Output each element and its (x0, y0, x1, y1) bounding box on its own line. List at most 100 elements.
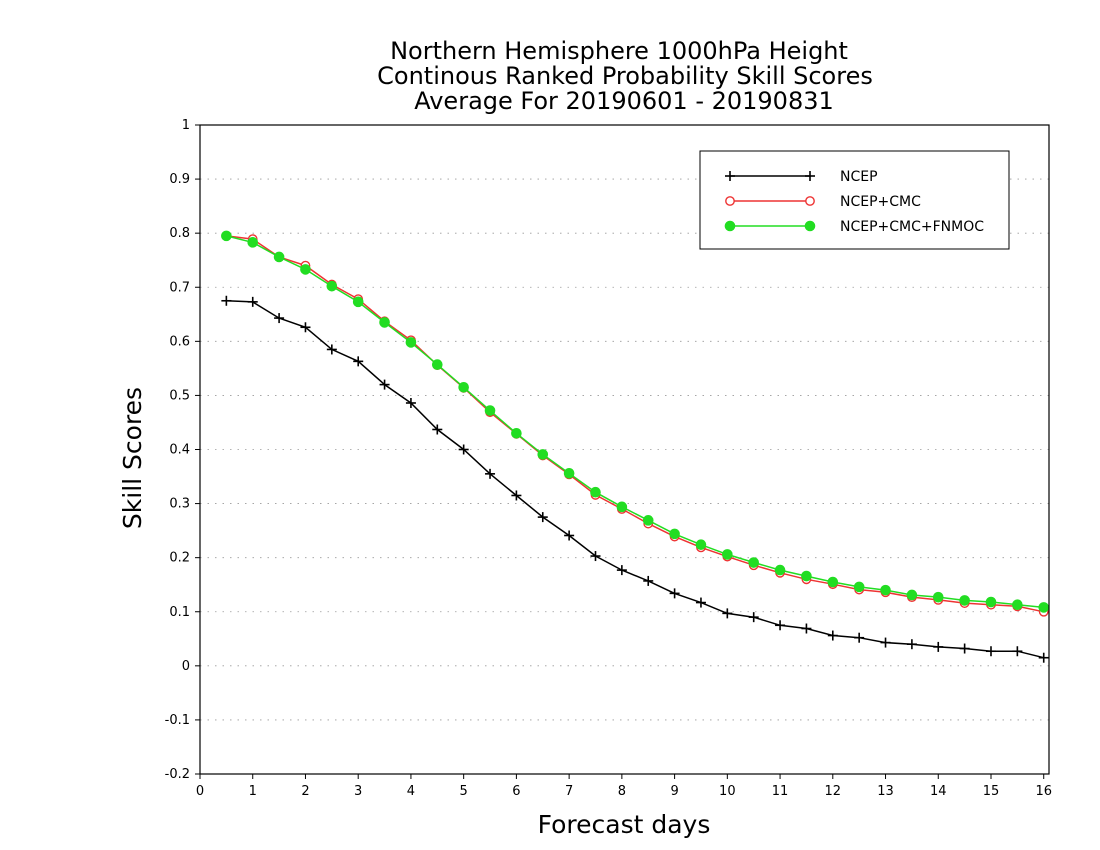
x-tick-label: 5 (460, 784, 468, 799)
data-point-ncep (827, 630, 838, 641)
data-point-ncep (432, 424, 443, 435)
y-tick-label: 0.6 (169, 334, 190, 349)
data-point-ncep-cmc-fnmoc (458, 382, 469, 393)
x-tick-label: 8 (618, 784, 626, 799)
legend-marker (805, 171, 815, 181)
x-axis-ticks: 0 1 2 3 4 5 6 7 8 9 10 11 12 13 14 15 16 (196, 774, 1052, 799)
legend-label: NCEP (840, 169, 878, 185)
legend: NCEP NCEP+CMC NCEP+CMC+FNMOC (699, 150, 1010, 250)
data-point-ncep-cmc-fnmoc (880, 584, 891, 596)
data-point-ncep-cmc-fnmoc (642, 515, 654, 526)
data-point-ncep (300, 322, 311, 333)
x-tick-label: 4 (407, 784, 415, 799)
legend-marker (804, 220, 816, 232)
data-point-ncep-cmc-fnmoc (985, 596, 997, 608)
legend-entry-ncep-cmc: NCEP+CMC (725, 194, 921, 210)
data-point-ncep-cmc-fnmoc (695, 539, 707, 550)
legend-marker (805, 196, 815, 206)
x-tick-label: 11 (772, 784, 789, 799)
title-line-3: Average For 20190601 - 20190831 (414, 87, 834, 115)
grid-lines (200, 178, 1049, 721)
data-point-ncep-cmc-fnmoc (616, 501, 628, 513)
data-point-ncep-cmc-fnmoc (748, 557, 759, 568)
x-tick-label: 3 (354, 784, 362, 799)
y-tick-label: 0.4 (169, 443, 190, 458)
data-point-ncep-cmc-fnmoc (300, 264, 311, 275)
data-point-ncep (511, 490, 522, 501)
data-point-ncep (1012, 646, 1023, 657)
data-point-ncep-cmc-fnmoc (379, 317, 390, 328)
data-point-ncep-cmc-fnmoc (827, 576, 839, 588)
data-point-ncep-cmc-fnmoc (221, 230, 232, 242)
series-line-ncep-cmc (226, 235, 1044, 613)
data-point-ncep (695, 597, 706, 608)
data-point-ncep (880, 637, 891, 648)
data-point-ncep (564, 530, 575, 541)
y-tick-label: 0.9 (169, 172, 190, 187)
data-point-ncep-cmc-fnmoc (722, 549, 733, 560)
y-tick-label: -0.1 (165, 713, 190, 728)
legend-marker (725, 171, 735, 181)
data-point-ncep (959, 643, 970, 654)
legend-marker (725, 196, 735, 206)
data-point-ncep (722, 608, 733, 619)
data-point-ncep (458, 444, 469, 455)
data-point-ncep (985, 646, 996, 657)
y-tick-label: 0 (182, 659, 190, 674)
data-point-ncep (1038, 652, 1049, 663)
chart-title: Northern Hemisphere 1000hPa Height Conti… (377, 37, 873, 115)
x-tick-label: 6 (512, 784, 520, 799)
x-tick-label: 13 (877, 784, 894, 799)
data-point-ncep-cmc-fnmoc (405, 337, 417, 348)
legend-box (699, 150, 1010, 250)
y-tick-label: 0.8 (169, 226, 190, 241)
title-line-2: Continous Ranked Probability Skill Score… (377, 62, 873, 90)
data-series (221, 230, 1050, 663)
data-point-ncep-cmc-fnmoc (352, 296, 364, 308)
data-point-ncep-cmc-fnmoc (1038, 602, 1050, 613)
data-point-ncep (643, 575, 654, 586)
series-line-ncep-cmc-fnmoc (226, 235, 1044, 609)
x-tick-label: 7 (565, 784, 573, 799)
data-point-ncep-cmc-fnmoc (537, 449, 549, 460)
data-point-ncep-cmc-fnmoc (431, 359, 443, 370)
data-point-ncep-cmc-fnmoc (932, 591, 944, 603)
data-point-ncep (274, 313, 285, 324)
legend-marker (724, 220, 736, 232)
data-point-ncep (933, 641, 944, 652)
y-axis-ticks: -0.2 -0.1 0 0.1 0.2 0.3 0.4 0.5 0.6 0.7 0.8 0.9 1 (165, 118, 200, 782)
data-point-ncep (775, 620, 786, 631)
y-tick-label: -0.2 (165, 767, 190, 782)
y-tick-label: 0.2 (169, 551, 190, 566)
data-point-ncep (669, 588, 680, 599)
data-point-ncep-cmc-fnmoc (1012, 599, 1023, 611)
data-point-ncep (590, 551, 601, 562)
data-point-ncep-cmc-fnmoc (484, 405, 496, 416)
data-point-ncep-cmc-fnmoc (906, 589, 918, 601)
y-tick-label: 0.5 (169, 388, 190, 403)
data-point-ncep-cmc-fnmoc (563, 467, 575, 479)
x-tick-label: 12 (825, 784, 842, 799)
data-point-ncep (801, 623, 812, 634)
data-point-ncep (906, 639, 917, 650)
legend-entry-ncep-cmc-fnmoc: NCEP+CMC+FNMOC (724, 219, 984, 235)
y-tick-label: 0.7 (169, 280, 190, 295)
data-point-ncep (485, 468, 496, 479)
x-tick-label: 15 (983, 784, 1000, 799)
series-line-ncep (226, 300, 1044, 659)
x-tick-label: 1 (249, 784, 257, 799)
data-point-ncep (353, 356, 364, 367)
x-tick-label: 14 (930, 784, 947, 799)
x-axis-title: Forecast days (538, 810, 711, 839)
y-tick-label: 1 (182, 118, 190, 133)
x-tick-label: 2 (301, 784, 309, 799)
legend-entry-ncep: NCEP (725, 169, 878, 185)
data-point-ncep-cmc-fnmoc (273, 251, 285, 263)
legend-label: NCEP+CMC+FNMOC (840, 219, 984, 235)
data-point-ncep (748, 612, 759, 623)
y-tick-label: 0.1 (169, 605, 190, 620)
x-tick-label: 16 (1035, 784, 1052, 799)
x-tick-label: 10 (719, 784, 736, 799)
data-point-ncep-cmc-fnmoc (247, 237, 259, 248)
